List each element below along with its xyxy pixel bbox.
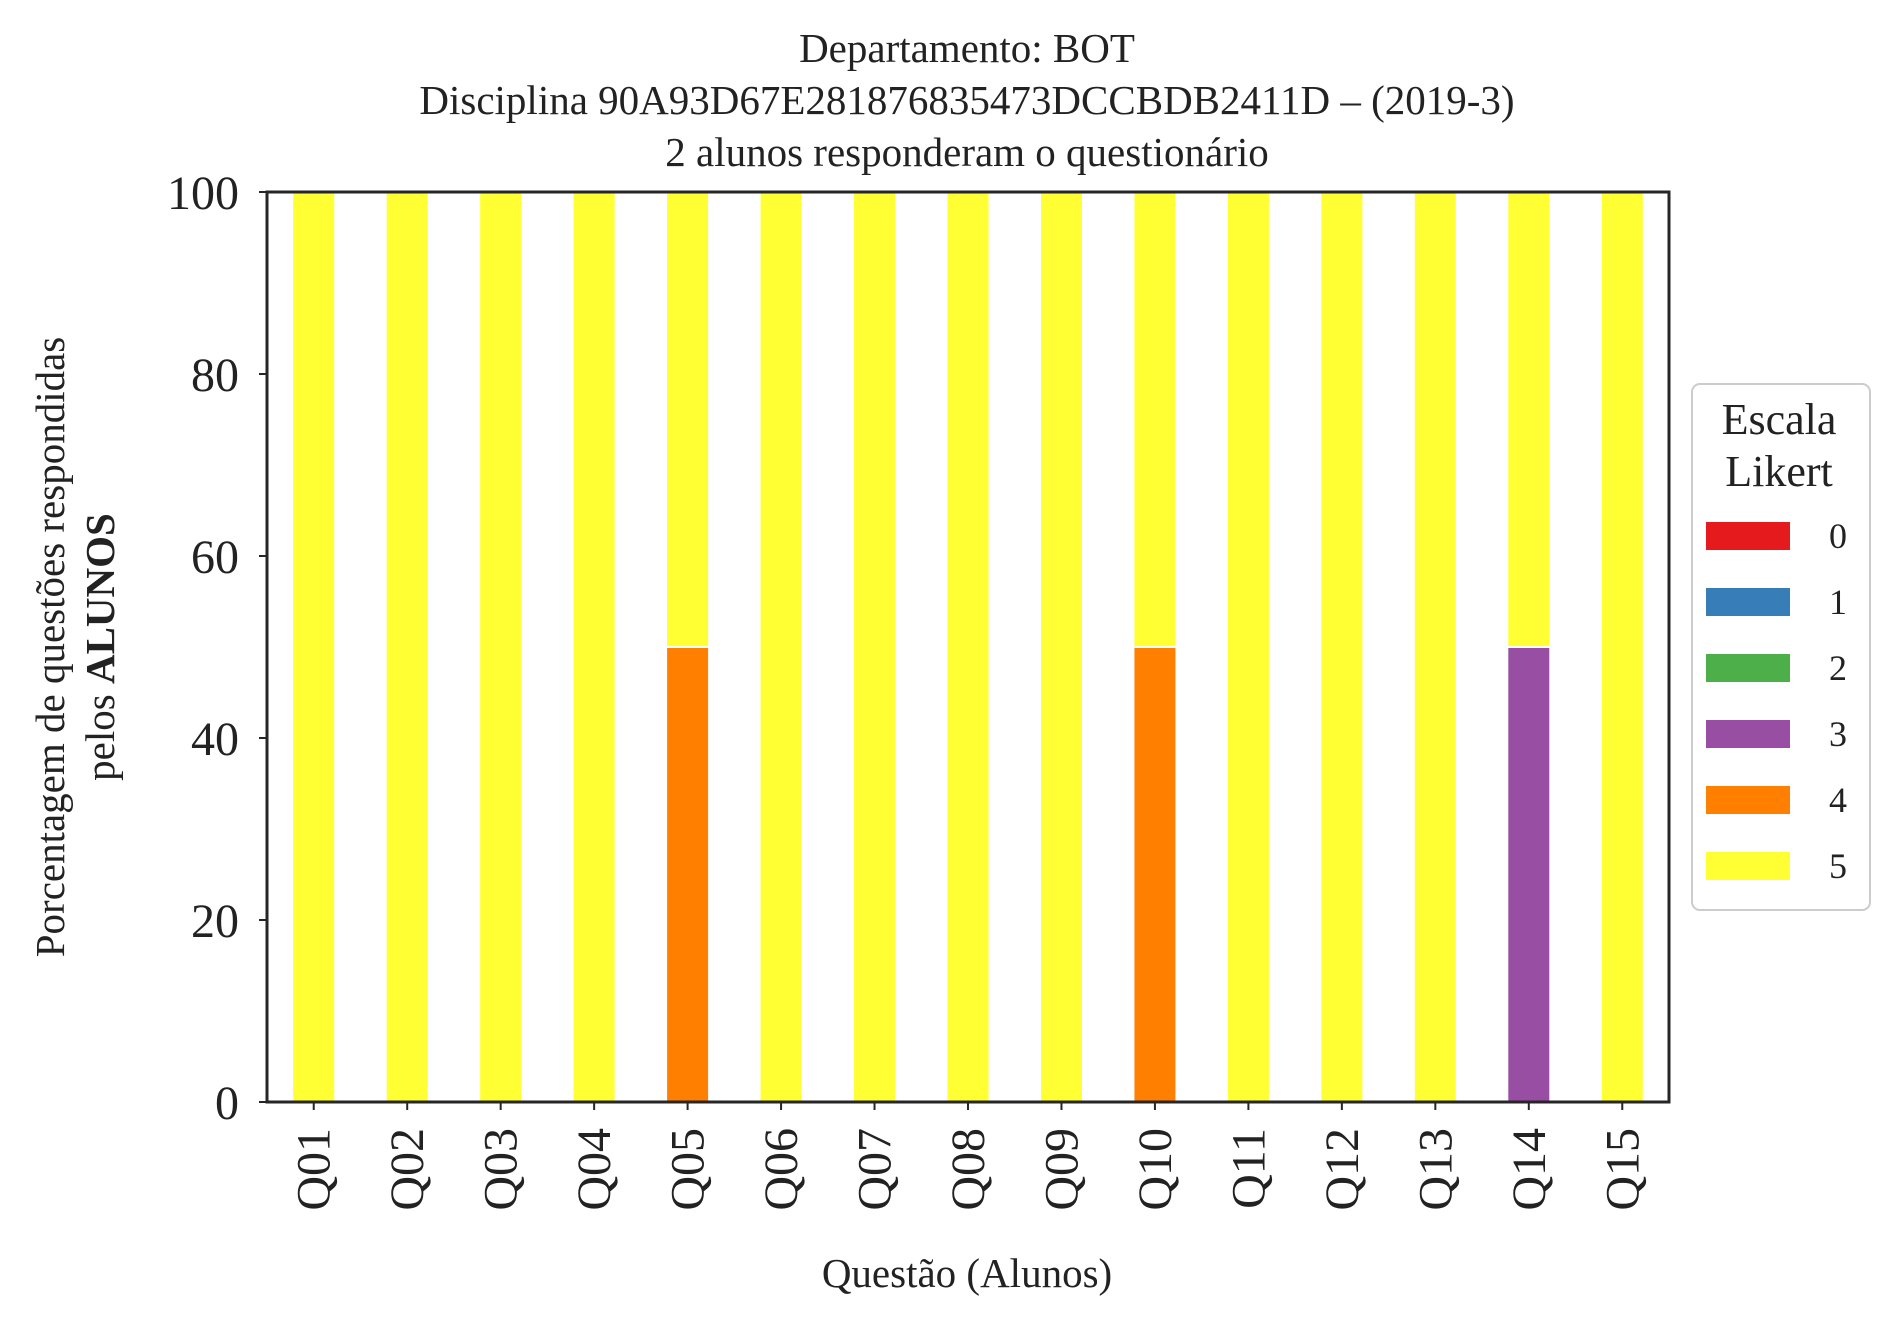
x-tick-label: Q03 (475, 1128, 528, 1211)
legend-frame (1691, 383, 1871, 911)
y-axis-label-line-2: pelos ALUNOS (77, 513, 123, 781)
x-tick-label: Q09 (1035, 1128, 1088, 1211)
x-axis-label: Questão (Alunos) (822, 1250, 1112, 1296)
legend-swatch-4 (1706, 786, 1790, 814)
legend-items: 0 1 2 3 4 5 (1706, 516, 1847, 886)
bar-Q05-likert-5 (665, 191, 711, 648)
title-line-3: 2 alunos responderam o questionário (665, 129, 1268, 175)
bar-Q03-likert-5 (478, 191, 524, 1103)
legend-swatch-2 (1706, 654, 1790, 682)
x-tick-label: Q06 (755, 1128, 808, 1211)
y-tick-label: 40 (191, 713, 239, 766)
y-axis-label-line-1: Porcentagem de questões respondidas (27, 337, 73, 958)
bar-Q06-likert-5 (758, 191, 804, 1103)
y-tick-label: 60 (191, 531, 239, 584)
x-tick-label: Q07 (849, 1128, 902, 1211)
legend: Escala Likert 0 1 2 3 4 5 (1691, 383, 1871, 911)
legend-swatch-3 (1706, 720, 1790, 748)
bar-Q11-likert-5 (1225, 191, 1271, 1103)
legend-swatch-1 (1706, 588, 1790, 616)
legend-title-line-2: Likert (1725, 447, 1833, 496)
x-tick-label: Q10 (1129, 1128, 1182, 1211)
legend-label-2: 2 (1829, 648, 1847, 688)
x-tick-label: Q05 (662, 1128, 715, 1211)
bar-layer (291, 191, 1645, 1103)
title-line-2: Disciplina 90A93D67E281876835473DCCBDB24… (419, 77, 1514, 123)
x-tick-label: Q14 (1503, 1128, 1556, 1211)
y-tick-label: 100 (167, 167, 239, 220)
plot-area (265, 190, 1671, 1104)
bar-Q01-likert-5 (291, 191, 337, 1103)
bar-Q12-likert-5 (1319, 191, 1365, 1103)
bar-Q14-likert-5 (1506, 191, 1552, 648)
legend-label-0: 0 (1829, 516, 1847, 556)
bar-Q09-likert-5 (1038, 191, 1084, 1103)
x-tick-label: Q12 (1316, 1128, 1369, 1211)
x-tick-label: Q04 (568, 1128, 621, 1211)
legend-label-4: 4 (1829, 780, 1847, 820)
x-tick-label: Q01 (288, 1128, 341, 1211)
legend-title-line-1: Escala (1722, 395, 1837, 444)
bar-Q10-likert-4 (1132, 646, 1178, 1103)
y-axis-ticks: 0 20 40 60 80 100 (167, 167, 267, 1130)
x-tick-label: Q11 (1222, 1128, 1275, 1209)
y-axis-label: Porcentagem de questões respondidas pelo… (27, 337, 123, 958)
bar-Q04-likert-5 (571, 191, 617, 1103)
bar-Q08-likert-5 (945, 191, 991, 1103)
chart-title: Departamento: BOT Disciplina 90A93D67E28… (419, 25, 1514, 175)
y-tick-label: 80 (191, 349, 239, 402)
bar-Q05-likert-4 (665, 646, 711, 1103)
y-axis-label-bold: ALUNOS (77, 513, 123, 684)
bar-Q02-likert-5 (384, 191, 430, 1103)
bar-Q10-likert-5 (1132, 191, 1178, 648)
legend-label-5: 5 (1829, 846, 1847, 886)
y-axis-label-prefix: pelos (77, 684, 123, 781)
y-tick-label: 20 (191, 895, 239, 948)
bar-Q07-likert-5 (852, 191, 898, 1103)
bar-Q14-likert-3 (1506, 646, 1552, 1103)
legend-swatch-0 (1706, 522, 1790, 550)
x-axis-ticks: Q01 Q02 Q03 Q04 Q05 Q06 Q07 Q08 Q09 Q10 Q11 Q12 Q13 Q… (288, 1102, 1649, 1211)
x-tick-label: Q13 (1409, 1128, 1462, 1211)
x-tick-label: Q08 (942, 1128, 995, 1211)
x-tick-label: Q02 (381, 1128, 434, 1211)
bar-Q15-likert-5 (1599, 191, 1645, 1103)
title-line-1: Departamento: BOT (799, 25, 1135, 71)
legend-swatch-5 (1706, 852, 1790, 880)
x-tick-label: Q15 (1596, 1128, 1649, 1211)
legend-label-3: 3 (1829, 714, 1847, 754)
bar-Q13-likert-5 (1412, 191, 1458, 1103)
legend-label-1: 1 (1829, 582, 1847, 622)
y-tick-label: 0 (215, 1077, 239, 1130)
